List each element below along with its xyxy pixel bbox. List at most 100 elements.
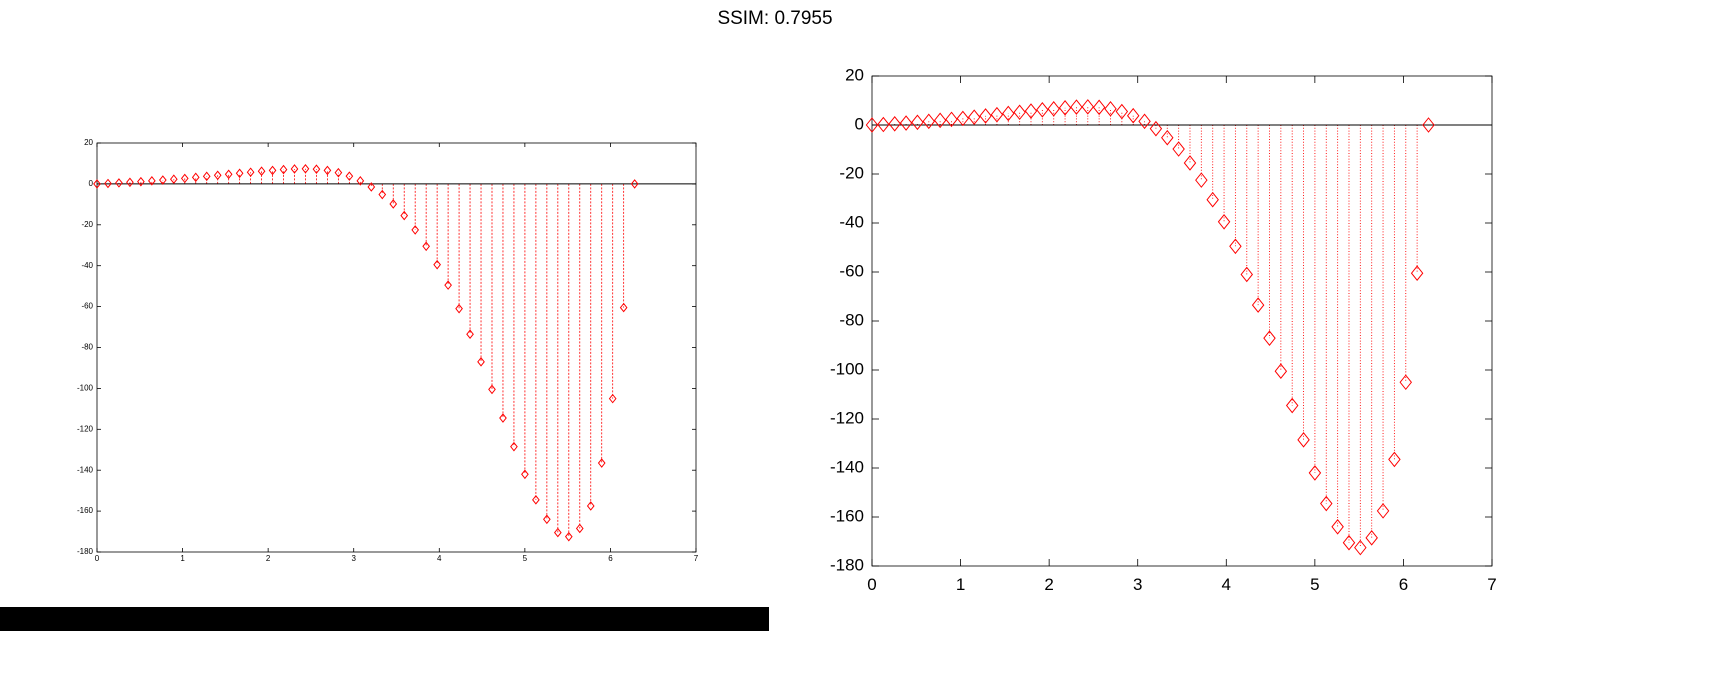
- data-point-marker: [877, 116, 890, 133]
- data-point-marker: [1263, 330, 1276, 346]
- data-point-marker: [979, 108, 992, 124]
- data-point-marker: [1206, 191, 1219, 208]
- x-tick-label: 6: [1399, 575, 1408, 594]
- data-point-marker: [148, 176, 156, 186]
- data-point-marker: [865, 117, 879, 133]
- data-point-marker: [1070, 99, 1083, 115]
- y-tick-label: -80: [839, 310, 864, 329]
- x-tick-label: 5: [1310, 575, 1319, 594]
- data-point-marker: [1285, 397, 1299, 414]
- data-point-marker: [1138, 113, 1151, 130]
- data-point-marker: [1410, 265, 1424, 282]
- x-tick-label: 2: [266, 554, 271, 563]
- x-tick-label: 1: [956, 575, 965, 594]
- y-tick-label: -60: [81, 302, 93, 311]
- data-point-marker: [191, 172, 200, 183]
- y-tick-label: -80: [81, 343, 93, 352]
- x-tick-label: 0: [95, 554, 100, 563]
- data-point-marker: [301, 163, 310, 174]
- data-point-marker: [246, 167, 255, 178]
- data-point-marker: [389, 199, 398, 209]
- y-tick-label: -140: [77, 465, 94, 474]
- data-point-marker: [1388, 451, 1401, 468]
- data-point-marker: [1081, 99, 1095, 115]
- data-point-marker: [1013, 104, 1026, 121]
- data-point-marker: [1036, 102, 1049, 118]
- data-point-marker: [115, 178, 123, 188]
- data-point-marker: [597, 458, 606, 468]
- data-point-marker: [433, 259, 441, 270]
- data-point-marker: [532, 495, 540, 505]
- y-tick-label: -60: [839, 261, 864, 280]
- data-point-marker: [422, 241, 430, 252]
- data-point-marker: [213, 170, 222, 181]
- y-tick-label: -160: [830, 506, 864, 525]
- data-point-marker: [477, 357, 485, 367]
- data-point-marker: [945, 111, 958, 128]
- data-point-marker: [1115, 103, 1129, 120]
- data-point-marker: [444, 280, 452, 290]
- data-point-marker: [1058, 100, 1072, 116]
- data-point-marker: [1161, 129, 1174, 146]
- data-point-marker: [1172, 141, 1185, 157]
- data-point-marker: [888, 115, 901, 132]
- data-point-marker: [1183, 155, 1197, 171]
- y-tick-label: -100: [830, 359, 864, 378]
- plot-area: [871, 75, 1493, 567]
- data-point-marker: [1297, 432, 1310, 448]
- data-point-marker: [279, 164, 288, 175]
- x-tick-label: 7: [694, 554, 699, 563]
- data-point-marker: [1195, 172, 1208, 188]
- data-point-marker: [1217, 213, 1231, 230]
- data-point-marker: [1399, 374, 1413, 391]
- data-point-marker: [933, 112, 947, 129]
- data-point-marker: [290, 164, 299, 174]
- data-point-marker: [967, 109, 981, 125]
- data-point-marker: [1354, 539, 1367, 556]
- data-point-marker: [312, 164, 321, 174]
- data-point-marker: [323, 165, 332, 176]
- data-point-marker: [575, 523, 584, 534]
- data-point-marker: [334, 167, 343, 178]
- data-point-marker: [543, 514, 551, 525]
- y-tick-label: 20: [84, 138, 93, 147]
- data-point-marker: [466, 329, 474, 340]
- data-point-marker: [137, 176, 145, 187]
- data-point-marker: [990, 106, 1004, 123]
- y-tick-label: 20: [845, 65, 864, 84]
- data-point-marker: [1320, 495, 1333, 512]
- y-tick-label: 0: [855, 114, 864, 133]
- data-point-marker: [1104, 101, 1117, 117]
- data-point-marker: [1092, 99, 1106, 116]
- black-bar: [0, 607, 769, 631]
- data-point-marker: [356, 176, 365, 186]
- data-point-marker: [1002, 105, 1015, 122]
- data-point-marker: [911, 114, 924, 131]
- data-point-marker: [224, 169, 233, 180]
- data-point-marker: [257, 166, 266, 177]
- data-point-marker: [1251, 297, 1265, 313]
- data-point-marker: [1274, 363, 1288, 380]
- x-tick-label: 2: [1044, 575, 1053, 594]
- data-point-marker: [180, 173, 189, 184]
- data-point-marker: [1024, 103, 1038, 119]
- data-point-marker: [1376, 503, 1390, 519]
- data-point-marker: [1126, 107, 1140, 124]
- y-tick-label: -120: [830, 408, 864, 427]
- x-tick-label: 1: [180, 554, 185, 563]
- y-tick-label: -160: [77, 506, 94, 515]
- data-point-marker: [367, 182, 376, 192]
- stem-chart-left: 0 1 2 3 4 5 6 7 20 0 -20 -40 -60 -80 -100 -120 -140 -160 -…: [77, 138, 699, 563]
- data-point-marker: [202, 171, 211, 182]
- data-point-marker: [586, 501, 595, 511]
- data-point-marker: [104, 178, 112, 189]
- data-point-marker: [235, 168, 244, 179]
- data-point-marker: [1229, 238, 1242, 255]
- data-point-marker: [630, 179, 639, 189]
- data-point-marker: [378, 189, 387, 200]
- y-tick-label: 0: [89, 179, 94, 188]
- data-point-marker: [510, 441, 518, 452]
- data-point-marker: [499, 413, 507, 423]
- data-point-marker: [1365, 530, 1378, 546]
- x-tick-label: 6: [608, 554, 613, 563]
